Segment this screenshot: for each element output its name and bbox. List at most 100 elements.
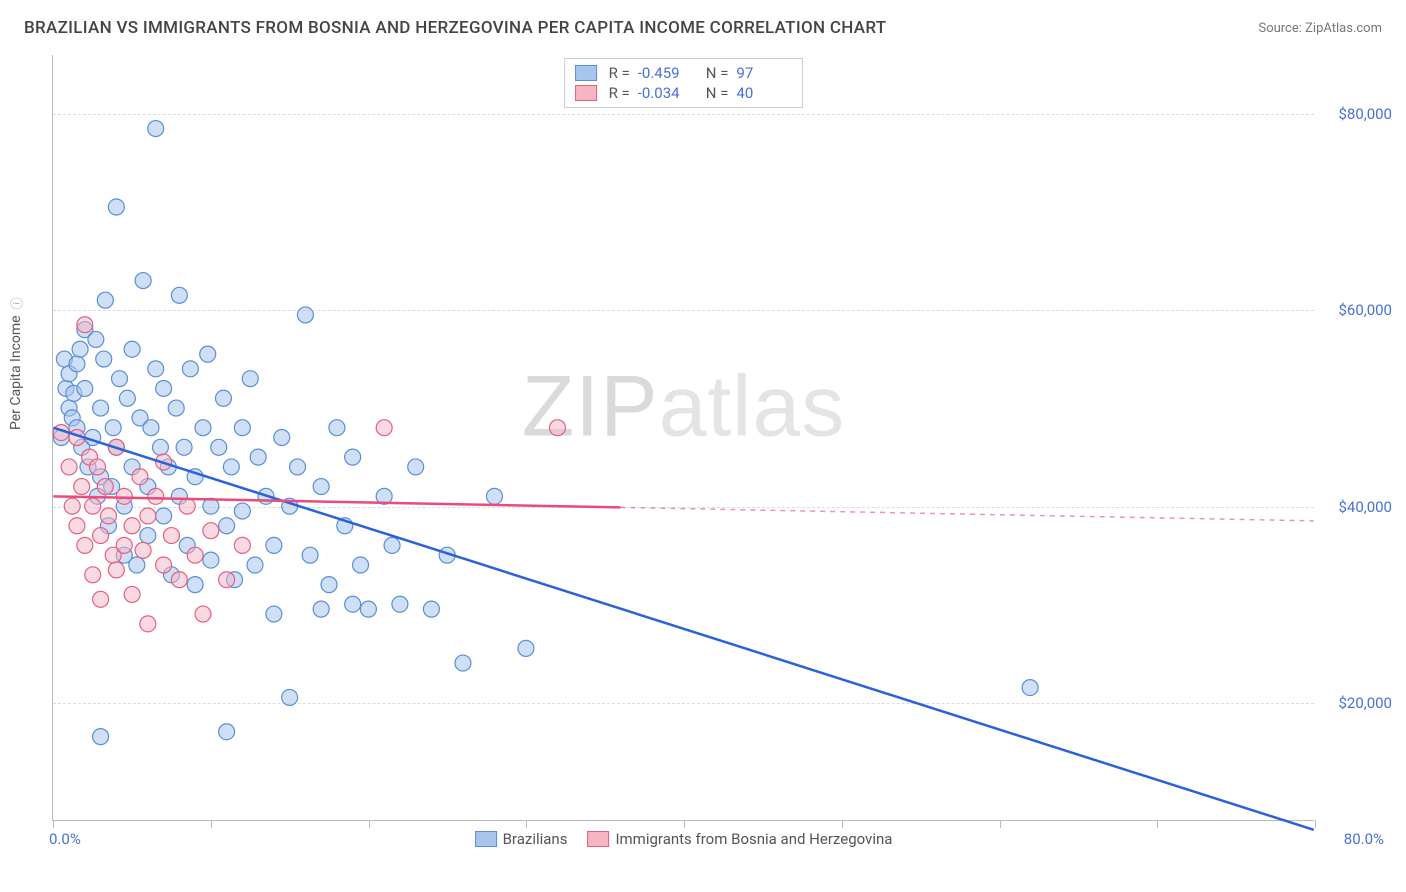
data-point xyxy=(140,616,156,632)
data-point xyxy=(148,361,164,377)
source-attribution: Source: ZipAtlas.com xyxy=(1258,21,1382,36)
swatch-brazilians xyxy=(575,65,597,81)
x-axis-max-label: 80.0% xyxy=(1344,830,1384,848)
data-point xyxy=(108,562,124,578)
data-point xyxy=(219,518,235,534)
r-value-2: -0.034 xyxy=(638,84,694,102)
data-point xyxy=(96,351,112,367)
y-tick-label: $20,000 xyxy=(1338,694,1392,712)
data-point xyxy=(345,596,361,612)
data-point xyxy=(168,400,184,416)
data-point xyxy=(171,287,187,303)
n-value-2: 40 xyxy=(736,84,792,102)
x-tick xyxy=(369,820,370,828)
data-point xyxy=(203,523,219,539)
data-point xyxy=(250,449,266,465)
data-point xyxy=(187,547,203,563)
data-point xyxy=(108,199,124,215)
stats-row-series-2: R = -0.034 N = 40 xyxy=(575,83,793,103)
x-tick xyxy=(1157,820,1158,828)
x-tick xyxy=(53,820,54,828)
data-point xyxy=(329,420,345,436)
data-point xyxy=(119,390,135,406)
data-point xyxy=(195,606,211,622)
data-point xyxy=(266,537,282,553)
data-point xyxy=(148,121,164,137)
x-axis-min-label: 0.0% xyxy=(49,830,81,848)
data-point xyxy=(384,537,400,553)
data-point xyxy=(89,459,105,475)
data-point xyxy=(234,420,250,436)
swatch-bosnia xyxy=(587,831,609,847)
data-point xyxy=(124,518,140,534)
data-point xyxy=(313,479,329,495)
data-point xyxy=(93,528,109,544)
data-point xyxy=(549,420,565,436)
y-tick-label: $80,000 xyxy=(1338,105,1392,123)
data-point xyxy=(392,596,408,612)
data-point xyxy=(140,528,156,544)
info-icon: ⓘ xyxy=(8,297,25,309)
data-point xyxy=(376,420,392,436)
data-point xyxy=(100,508,116,524)
data-point xyxy=(242,371,258,387)
data-point xyxy=(171,572,187,588)
legend-label: Immigrants from Bosnia and Herzegovina xyxy=(615,830,892,848)
data-point xyxy=(408,459,424,475)
data-point xyxy=(195,420,211,436)
data-point xyxy=(77,317,93,333)
data-point xyxy=(135,273,151,289)
data-point xyxy=(64,498,80,514)
x-tick xyxy=(211,820,212,828)
n-label: N = xyxy=(706,84,729,102)
trendline xyxy=(53,428,1313,830)
legend-item-bosnia: Immigrants from Bosnia and Herzegovina xyxy=(587,830,892,848)
swatch-brazilians xyxy=(475,831,497,847)
data-point xyxy=(77,380,93,396)
data-point xyxy=(163,528,179,544)
data-point xyxy=(105,420,121,436)
x-tick xyxy=(684,820,685,828)
x-tick xyxy=(526,820,527,828)
r-value-1: -0.459 xyxy=(638,64,694,82)
data-point xyxy=(156,508,172,524)
data-point xyxy=(219,572,235,588)
data-point xyxy=(353,557,369,573)
data-point xyxy=(179,498,195,514)
trendline-solid xyxy=(53,496,620,507)
data-point xyxy=(143,420,159,436)
data-point xyxy=(176,439,192,455)
data-point xyxy=(234,503,250,519)
data-point xyxy=(85,567,101,583)
data-point xyxy=(93,729,109,745)
y-tick-label: $40,000 xyxy=(1338,498,1392,516)
data-point xyxy=(69,518,85,534)
data-point xyxy=(156,557,172,573)
data-point xyxy=(234,537,250,553)
chart-title: BRAZILIAN VS IMMIGRANTS FROM BOSNIA AND … xyxy=(24,18,886,38)
data-point xyxy=(72,341,88,357)
data-point xyxy=(156,380,172,396)
data-point xyxy=(360,601,376,617)
data-point xyxy=(345,449,361,465)
data-point xyxy=(140,508,156,524)
data-point xyxy=(97,479,113,495)
data-point xyxy=(518,640,534,656)
data-point xyxy=(211,439,227,455)
legend-item-brazilians: Brazilians xyxy=(475,830,568,848)
trendline-dashed xyxy=(620,507,1313,520)
r-label: R = xyxy=(609,64,630,82)
data-point xyxy=(74,479,90,495)
data-point xyxy=(321,577,337,593)
data-point xyxy=(93,591,109,607)
data-point xyxy=(486,488,502,504)
stats-row-series-1: R = -0.459 N = 97 xyxy=(575,63,793,83)
y-tick-label: $60,000 xyxy=(1338,301,1392,319)
correlation-stats-box: R = -0.459 N = 97 R = -0.034 N = 40 xyxy=(564,58,804,108)
data-point xyxy=(182,361,198,377)
data-point xyxy=(116,537,132,553)
data-point xyxy=(85,498,101,514)
data-point xyxy=(297,307,313,323)
n-label: N = xyxy=(706,64,729,82)
data-point xyxy=(219,724,235,740)
